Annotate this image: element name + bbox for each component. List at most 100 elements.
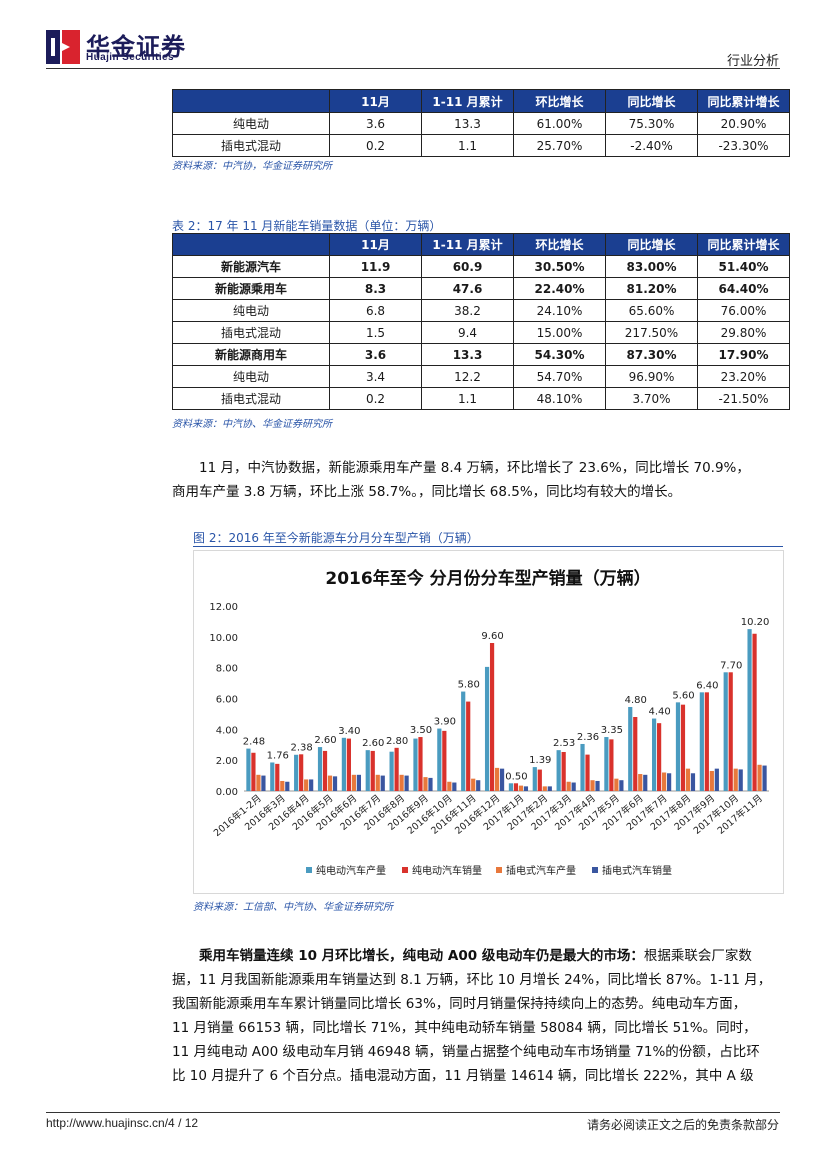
chart-bar <box>709 770 714 791</box>
data-label: 1.39 <box>529 755 551 766</box>
table-1-pure-electric-split: 11月 1-11 月累计 环比增长 同比增长 同比累计增长 纯电动 3.6 13… <box>172 89 790 157</box>
table-cell: 83.00% <box>605 255 698 278</box>
monthly-nev-chart: 2016年至今 分月份分车型产销量（万辆） 0.00 2.00 4.00 6.00 8.… <box>209 568 770 877</box>
chart-bar <box>380 775 385 791</box>
row-label: 插电式混动 <box>172 387 330 410</box>
paragraph-line: 比 10 月提升了 6 个百分点。插电混动方面，11 月销量 14614 辆，同… <box>172 1068 754 1084</box>
table-cell: 8.3 <box>329 277 422 300</box>
table-cell: 60.9 <box>421 255 514 278</box>
chart-bar <box>332 776 338 791</box>
legend-label: 纯电动汽车产量 <box>316 864 386 877</box>
chart-bar <box>513 783 519 791</box>
chart-bar <box>442 730 447 791</box>
chart-bar <box>523 786 529 791</box>
chart-bar <box>662 772 667 791</box>
data-label: 2.36 <box>577 732 599 743</box>
data-label: 5.80 <box>458 680 480 691</box>
table-cell: 65.60% <box>605 299 698 322</box>
footer-url-link[interactable]: http://www.huajinsc.cn/4 / 12 <box>46 1116 199 1130</box>
table-row: 纯电动 3.4 12.2 54.70% 96.90% 23.20% <box>172 365 790 388</box>
table-cell: 47.6 <box>421 277 514 300</box>
table-cell: -21.50% <box>697 387 790 410</box>
bar-series-group <box>246 629 767 791</box>
x-axis: 2016年1-2月2016年3月2016年4月2016年5月2016年6月201… <box>211 792 765 839</box>
chart-bar <box>346 738 351 791</box>
data-label: 2.53 <box>553 738 575 749</box>
y-tick-label: 10.00 <box>209 633 238 644</box>
paragraph-line: 乘用车销量连续 10 月环比增长，纯电动 A00 级电动车仍是最大的市场：根据乘… <box>172 944 780 968</box>
row-label: 纯电动 <box>172 365 330 388</box>
chart-bar <box>294 754 299 791</box>
data-label: 3.90 <box>434 717 456 728</box>
table-cell: 0.2 <box>329 134 422 157</box>
data-label: 6.40 <box>696 680 718 691</box>
chart-bar <box>657 723 662 791</box>
chart-bar <box>518 785 524 791</box>
table-cell: 1.5 <box>329 321 422 344</box>
data-label: 10.20 <box>741 617 770 628</box>
chart-bar <box>532 767 537 791</box>
chart-bar <box>566 781 571 791</box>
table-cell: 87.30% <box>605 343 698 366</box>
table-cell: 15.00% <box>513 321 606 344</box>
table-1-source: 资料来源：中汽协，华金证券研究所 <box>172 161 332 172</box>
chart-bar <box>762 765 767 791</box>
table-cell: 20.90% <box>697 112 790 135</box>
chart-bar <box>399 774 404 791</box>
chart-bar <box>471 778 476 791</box>
legend-swatch <box>496 867 502 873</box>
chart-bar <box>547 786 552 791</box>
chart-bar <box>447 781 452 791</box>
chart-bar <box>619 780 624 791</box>
report-type-label: 行业分析 <box>726 54 779 69</box>
chart-bar <box>280 780 285 791</box>
legend-label: 纯电动汽车销量 <box>412 864 482 877</box>
table-cell: 23.20% <box>697 365 790 388</box>
chart-bar <box>256 774 261 791</box>
table-cell: 76.00% <box>697 299 790 322</box>
chart-bar <box>251 752 256 791</box>
row-label: 纯电动 <box>172 112 330 135</box>
chart-bar <box>499 768 505 791</box>
table-cell: 96.90% <box>605 365 698 388</box>
table-cell: 1.1 <box>421 387 514 410</box>
legend-swatch <box>402 867 408 873</box>
y-tick-label: 8.00 <box>216 664 238 675</box>
chart-bar <box>704 692 709 791</box>
table-cell: 3.6 <box>329 112 422 135</box>
chart-bar <box>738 769 743 791</box>
y-tick-label: 2.00 <box>216 756 238 767</box>
footer-divider <box>46 1112 780 1113</box>
legend-label: 插电式汽车销量 <box>602 864 672 877</box>
legend-label: 插电式汽车产量 <box>506 864 576 877</box>
table-cell: 11.9 <box>329 255 422 278</box>
data-label: 0.50 <box>505 771 527 782</box>
footer-disclaimer: 请务必阅读正文之后的免责条款部分 <box>586 1118 779 1132</box>
table-cell: 17.90% <box>697 343 790 366</box>
table-cell: 13.3 <box>421 343 514 366</box>
data-label: 4.80 <box>625 695 647 706</box>
chart-bar <box>628 706 633 791</box>
table-cell: 54.70% <box>513 365 606 388</box>
table-cell: 3.6 <box>329 343 422 366</box>
table-cell: -2.40% <box>605 134 698 157</box>
data-label: 1.76 <box>267 750 289 761</box>
column-header <box>172 233 330 256</box>
chart-bar <box>327 775 333 791</box>
row-label: 新能源乘用车 <box>172 277 330 300</box>
paragraph-line: 11 月，中汽协数据，新能源乘用车产量 8.4 万辆，环比增长了 23.6%，同… <box>199 460 750 476</box>
table-cell: 217.50% <box>605 321 698 344</box>
table-row: 新能源汽车 11.9 60.9 30.50% 83.00% 51.40% <box>172 255 790 278</box>
data-label: 3.50 <box>410 725 432 736</box>
y-tick-label: 6.00 <box>216 695 238 706</box>
chart-bar <box>604 737 609 791</box>
data-label: 2.80 <box>386 736 408 747</box>
chart-bar <box>418 737 423 791</box>
chart-bar <box>580 743 585 791</box>
chart-bar <box>270 762 275 791</box>
data-label: 2.60 <box>362 738 384 749</box>
column-header: 环比增长 <box>513 89 606 113</box>
data-label: 3.40 <box>338 726 360 737</box>
data-label: 5.60 <box>672 690 694 701</box>
table-cell: 54.30% <box>513 343 606 366</box>
